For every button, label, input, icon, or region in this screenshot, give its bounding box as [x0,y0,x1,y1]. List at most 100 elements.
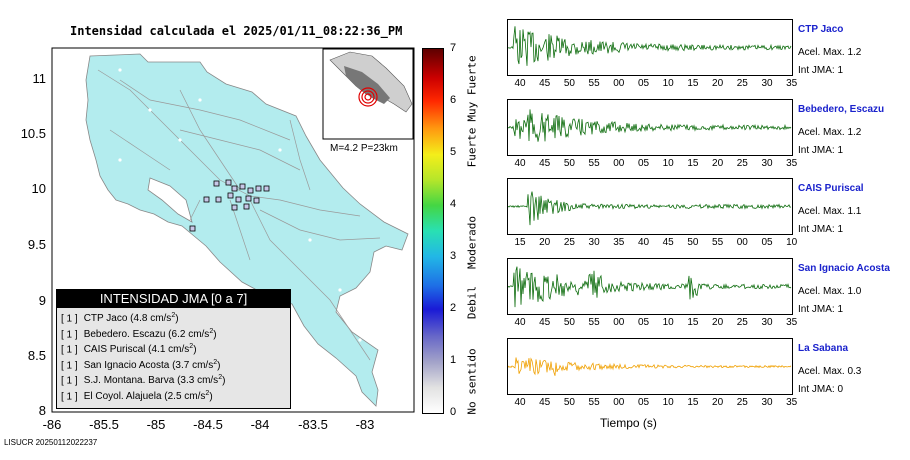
waveform-time-tick: 40 [514,397,526,408]
legend-row-station: Bebedero. Escazu (6.2 cm/s [83,328,210,340]
waveform-time-tick: 55 [588,317,600,328]
scale-tick: 2 [450,302,457,314]
waveform-time-tick: 15 [514,237,526,248]
waveform-time-tick: 30 [761,78,773,89]
waveform-time-tick: 05 [761,237,773,248]
legend-row-close: ) [193,344,197,356]
waveform-time-tick: 20 [712,158,724,169]
map-x-tick: -84.5 [193,417,223,432]
waveform-time-tick: 45 [662,237,674,248]
waveform-time-tick: 15 [687,317,699,328]
waveform-time-tick: 05 [637,158,650,169]
legend-row: [ 1 ] CTP Jaco (4.8 cm/s2) [61,312,179,324]
waveform-time-tick: 30 [761,397,773,408]
map-y-tick: 8.5 [27,348,46,363]
station-jma-intensity: Int JMA: 1 [798,145,844,156]
legend-row-level: [ 1 ] [61,313,78,325]
waveform-time-tick: 45 [539,397,551,408]
waveform-time-tick: 20 [712,397,724,408]
map-y-tick: 8 [38,403,46,418]
waveform-time-tick: 50 [563,158,575,169]
waveform-time-tick: 55 [712,237,724,248]
waveform-time-tick: 55 [588,158,600,169]
legend-row-unit-exponent: 2 [205,389,210,397]
waveform-time-tick: 40 [637,237,650,248]
waveform-panel [507,19,793,76]
map-x-tick: -83.5 [298,417,328,432]
waveform-time-tick: 20 [712,78,724,89]
legend-row-unit-exponent: 2 [209,327,214,335]
waveform-trace [508,357,792,376]
waveform-panel [507,99,793,156]
waveform-time-tick: 10 [662,158,674,169]
legend-row-level: [ 1 ] [61,375,78,387]
time-axis-label: Tiempo (s) [600,416,657,430]
station-max-accel: Acel. Max. 0.3 [798,366,862,377]
waveform-time-tick: 25 [736,397,748,408]
waveform-time-tick: 10 [662,317,674,328]
waveform-time-tick: 15 [687,158,699,169]
waveform-time-tick: 40 [514,158,526,169]
waveform-time-tick: 15 [687,78,699,89]
waveform-time-tick: 00 [613,78,625,89]
waveform-time-tick: 25 [736,317,748,328]
scale-tick: 7 [450,42,457,54]
footer-id: LISUCR 20250112022237 [4,438,98,447]
scale-label-fuerte: Fuerte [465,127,479,168]
waveform-panel [507,338,793,395]
map-y-tick: 10 [31,181,46,196]
waveform-time-tick: 50 [687,237,699,248]
legend-row-close: ) [175,313,179,325]
map-y-tick: 9 [38,293,46,308]
map-x-tick: -83 [355,417,375,432]
station-max-accel: Acel. Max. 1.2 [798,47,862,58]
scale-tick: 6 [450,94,457,106]
intensity-legend: INTENSIDAD JMA [0 a 7] [ 1 ] CTP Jaco (4.… [56,289,291,409]
legend-row-station: El Coyol. Alajuela (2.5 cm/s [83,390,206,402]
waveform-time-tick: 05 [637,78,650,89]
waveform-time-tick: 35 [786,158,798,169]
waveform-time-tick: 55 [588,78,600,89]
waveform-time-tick: 25 [736,158,748,169]
waveform-time-tick: 50 [563,317,575,328]
station-max-accel: Acel. Max. 1.0 [798,286,862,297]
waveform-time-tick: 00 [613,317,625,328]
intensity-color-scale [422,48,444,414]
scale-tick: 3 [450,250,457,262]
waveform-time-tick: 20 [712,317,724,328]
legend-row-close: ) [213,328,217,340]
inset-label: M=4.2 P=23km [330,143,398,154]
legend-row-station: CTP Jaco (4.8 cm/s [83,313,172,325]
station-max-accel: Acel. Max. 1.1 [798,206,862,217]
waveform-time-tick: 10 [662,397,674,408]
waveform-time-tick: 05 [637,397,650,408]
scale-tick: 5 [450,146,457,158]
waveform-time-tick: 15 [687,397,699,408]
waveform-time-tick: 05 [637,317,650,328]
map-x-tick: -85.5 [89,417,119,432]
waveform-time-tick: 00 [613,158,625,169]
map-x-tick: -85 [146,417,166,432]
waveform-trace [508,109,792,142]
station-name: La Sabana [798,343,849,354]
waveform-time-tick: 50 [563,397,575,408]
legend-row: [ 1 ] CAIS Puriscal (4.1 cm/s2) [61,343,197,355]
waveform-time-tick: 10 [662,78,674,89]
legend-row-close: ) [209,390,213,402]
waveform-time-tick: 20 [539,237,551,248]
map-title: Intensidad calculada el 2025/01/11_08:22… [70,24,403,38]
waveform-time-tick: 30 [761,317,773,328]
waveform-time-tick: 35 [786,78,798,89]
legend-row-level: [ 1 ] [61,328,78,340]
waveform-panel [507,178,793,235]
waveform-time-tick: 55 [588,397,600,408]
station-name: CAIS Puriscal [798,183,864,194]
legend-row-station: CAIS Puriscal (4.1 cm/s [83,344,190,356]
station-name: San Ignacio Acosta [798,263,890,274]
legend-row-station: S.J. Montana. Barva (3.3 cm/s [83,375,219,387]
legend-row: [ 1 ] S.J. Montana. Barva (3.3 cm/s2) [61,374,225,386]
station-jma-intensity: Int JMA: 1 [798,224,844,235]
waveform-time-tick: 45 [539,317,551,328]
map-y-tick: 10.5 [20,126,46,141]
waveform-time-tick: 35 [613,237,625,248]
